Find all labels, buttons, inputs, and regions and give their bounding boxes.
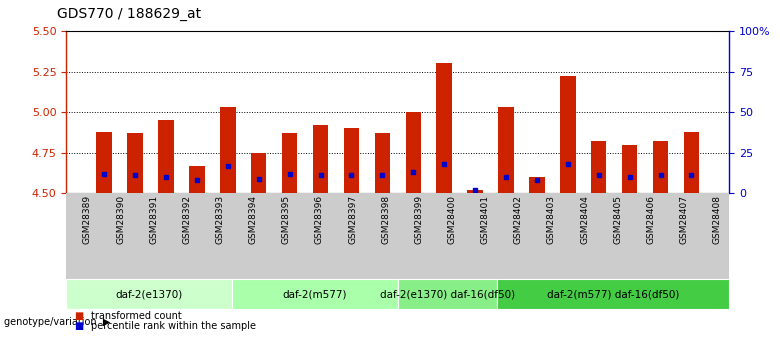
Bar <box>467 190 483 193</box>
Text: GSM28405: GSM28405 <box>613 195 622 244</box>
Bar <box>190 166 204 193</box>
Text: GSM28404: GSM28404 <box>580 195 589 244</box>
Text: GSM28393: GSM28393 <box>215 195 225 244</box>
Text: transformed count: transformed count <box>91 311 182 321</box>
Bar <box>282 133 297 193</box>
Text: GSM28399: GSM28399 <box>414 195 424 244</box>
Text: GSM28406: GSM28406 <box>647 195 655 244</box>
Text: GSM28408: GSM28408 <box>713 195 722 244</box>
Text: ■: ■ <box>74 311 83 321</box>
Text: GSM28395: GSM28395 <box>282 195 291 244</box>
Text: GSM28402: GSM28402 <box>514 195 523 244</box>
Bar <box>622 145 637 193</box>
Text: GSM28400: GSM28400 <box>448 195 456 244</box>
Text: GDS770 / 188629_at: GDS770 / 188629_at <box>57 7 200 21</box>
Text: GSM28401: GSM28401 <box>480 195 490 244</box>
Bar <box>684 131 699 193</box>
Bar <box>313 125 328 193</box>
Bar <box>498 107 514 193</box>
Text: GSM28392: GSM28392 <box>183 195 191 244</box>
Bar <box>406 112 421 193</box>
Text: GSM28398: GSM28398 <box>381 195 390 244</box>
Bar <box>529 177 544 193</box>
Text: GSM28396: GSM28396 <box>315 195 324 244</box>
Text: GSM28407: GSM28407 <box>679 195 689 244</box>
Bar <box>560 77 576 193</box>
Bar <box>437 63 452 193</box>
Bar <box>653 141 668 193</box>
Text: GSM28394: GSM28394 <box>249 195 257 244</box>
Text: GSM28389: GSM28389 <box>83 195 92 244</box>
Text: daf-2(e1370): daf-2(e1370) <box>115 289 183 299</box>
Bar <box>251 153 267 193</box>
Bar <box>374 133 390 193</box>
Bar <box>127 133 143 193</box>
Text: percentile rank within the sample: percentile rank within the sample <box>91 321 257 331</box>
Bar <box>591 141 606 193</box>
Bar <box>158 120 174 193</box>
Text: GSM28391: GSM28391 <box>149 195 158 244</box>
Bar <box>344 128 359 193</box>
Text: ■: ■ <box>74 321 83 331</box>
Text: daf-2(e1370) daf-16(df50): daf-2(e1370) daf-16(df50) <box>380 289 515 299</box>
Text: genotype/variation  ▶: genotype/variation ▶ <box>4 317 110 327</box>
Text: GSM28403: GSM28403 <box>547 195 556 244</box>
Text: GSM28390: GSM28390 <box>116 195 125 244</box>
Text: GSM28397: GSM28397 <box>348 195 357 244</box>
Bar <box>97 131 112 193</box>
Text: daf-2(m577) daf-16(df50): daf-2(m577) daf-16(df50) <box>547 289 679 299</box>
Text: daf-2(m577): daf-2(m577) <box>282 289 347 299</box>
Bar <box>220 107 236 193</box>
